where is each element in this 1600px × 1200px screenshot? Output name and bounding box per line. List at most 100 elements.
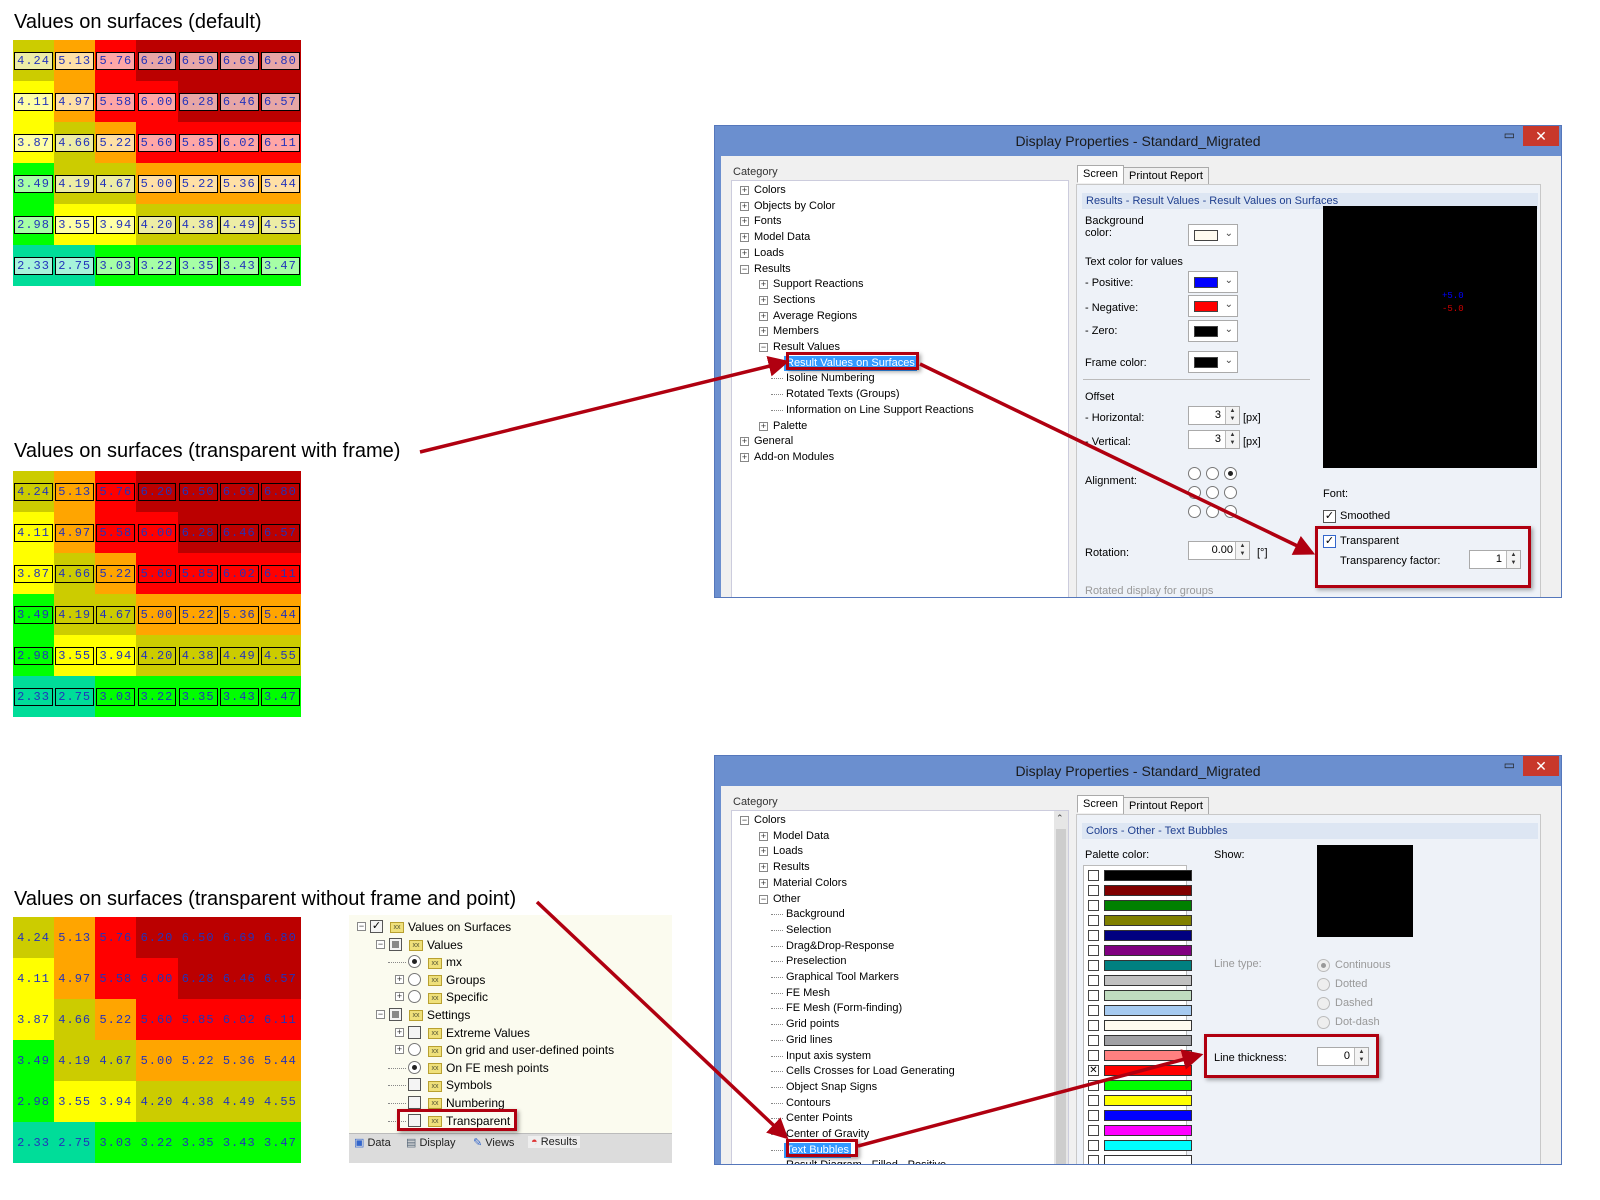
palette-swatch[interactable]	[1104, 870, 1192, 881]
palette-checkbox[interactable]	[1088, 990, 1099, 1001]
expand-toggle-icon[interactable]: −	[740, 815, 749, 825]
palette-checkbox[interactable]	[1088, 900, 1099, 911]
radio-button[interactable]	[408, 1043, 421, 1057]
palette-checkbox[interactable]	[1088, 930, 1099, 941]
tab-display[interactable]: ▤ Display	[406, 1136, 456, 1149]
line-thickness-spinner[interactable]: 0 ▲ ▼	[1317, 1047, 1369, 1066]
palette-checkbox[interactable]	[1088, 1140, 1099, 1151]
line-type-radio[interactable]	[1317, 1016, 1330, 1029]
tree-item[interactable]: Selection	[786, 923, 832, 936]
nav-item[interactable]: xx On grid and user-defined points	[424, 1041, 614, 1059]
palette-checkbox[interactable]	[1088, 1050, 1099, 1061]
nav-item[interactable]: xx Specific	[424, 988, 488, 1006]
tree-item[interactable]: Colors	[754, 814, 786, 826]
palette-checkbox[interactable]	[1088, 1035, 1099, 1046]
palette-swatch[interactable]	[1104, 1005, 1192, 1016]
tab-data[interactable]: ▣ Data	[354, 1136, 391, 1149]
expand-toggle-icon[interactable]: +	[759, 279, 768, 290]
tree-item[interactable]: Cells Crosses for Load Generating	[786, 1065, 955, 1078]
nav-item[interactable]: xx Symbols	[424, 1076, 492, 1094]
expand-toggle-icon[interactable]: −	[376, 1009, 385, 1019]
alignment-radio[interactable]	[1206, 486, 1219, 499]
tree-item[interactable]: Colors	[754, 184, 786, 196]
tree-item[interactable]: Sections	[773, 293, 816, 306]
tab-screen[interactable]: Screen	[1077, 165, 1124, 183]
positive-color-dropdown[interactable]: ⌄	[1188, 271, 1238, 293]
expand-toggle-icon[interactable]: +	[395, 1026, 404, 1037]
tree-item[interactable]: Result Diagram - Filled - Positive	[784, 1158, 948, 1164]
nav-item[interactable]: xx On FE mesh points	[424, 1059, 549, 1077]
nav-item[interactable]: xx Groups	[424, 971, 485, 989]
expand-toggle-icon[interactable]: +	[759, 846, 768, 857]
line-type-radio[interactable]	[1317, 959, 1330, 972]
palette-swatch[interactable]	[1104, 975, 1192, 986]
tree-item[interactable]: Members	[773, 325, 819, 338]
close-button[interactable]: ✕	[1523, 126, 1559, 146]
tree-item[interactable]: Object Snap Signs	[786, 1080, 878, 1093]
expand-toggle-icon[interactable]: +	[395, 991, 404, 1002]
radio-button[interactable]	[408, 972, 421, 986]
palette-swatch[interactable]	[1104, 1155, 1192, 1164]
alignment-radio[interactable]	[1206, 467, 1219, 480]
expand-toggle-icon[interactable]: +	[740, 200, 749, 211]
expand-toggle-icon[interactable]: −	[740, 263, 749, 274]
palette-checkbox[interactable]: ✕	[1088, 1065, 1099, 1076]
tree-item[interactable]: Objects by Color	[754, 199, 836, 212]
tree-item[interactable]: Graphical Tool Markers	[786, 971, 899, 983]
tree-item[interactable]: Preselection	[786, 955, 847, 968]
expand-toggle-icon[interactable]: +	[759, 420, 768, 431]
expand-toggle-icon[interactable]: −	[376, 938, 385, 949]
palette-checkbox[interactable]	[1088, 1125, 1099, 1136]
checkbox[interactable]	[389, 937, 402, 951]
checkbox[interactable]	[408, 1096, 421, 1109]
palette-checkbox[interactable]	[1088, 915, 1099, 926]
smoothed-checkbox[interactable]: ✓	[1323, 510, 1336, 523]
line-type-radio[interactable]	[1317, 978, 1330, 991]
tree-item[interactable]: Text Bubbles	[784, 1142, 851, 1158]
vertical-offset-spinner[interactable]: 3 ▲ ▼	[1188, 430, 1240, 449]
nav-item[interactable]: xx Numbering	[424, 1094, 505, 1112]
expand-toggle-icon[interactable]: +	[740, 185, 749, 195]
tree-item[interactable]: Other	[773, 892, 801, 905]
tree-item[interactable]: Loads	[773, 845, 803, 858]
palette-checkbox[interactable]	[1088, 1095, 1099, 1106]
tree-item[interactable]: Results	[773, 861, 810, 874]
palette-checkbox[interactable]	[1088, 945, 1099, 956]
expand-toggle-icon[interactable]: −	[759, 893, 768, 904]
palette-swatch[interactable]	[1104, 1095, 1192, 1106]
tree-item[interactable]: Loads	[754, 246, 784, 259]
tree-item[interactable]: Material Colors	[773, 876, 847, 889]
tree-item[interactable]: Drag&Drop-Response	[786, 939, 895, 952]
alignment-radio[interactable]	[1224, 486, 1237, 499]
tree-item[interactable]: General	[754, 435, 794, 448]
tree-item[interactable]: FE Mesh	[786, 986, 831, 999]
tree-item[interactable]: Center of Gravity	[786, 1128, 870, 1140]
nav-item[interactable]: xx Values	[405, 936, 463, 954]
palette-swatch[interactable]	[1104, 900, 1192, 911]
tab-results[interactable]: ◓ Results	[528, 1136, 581, 1148]
scrollbar-thumb[interactable]	[1056, 829, 1066, 1164]
palette-checkbox[interactable]	[1088, 1020, 1099, 1031]
palette-checkbox[interactable]	[1088, 975, 1099, 986]
palette-swatch[interactable]	[1104, 1020, 1192, 1031]
expand-toggle-icon[interactable]: +	[395, 1044, 404, 1055]
alignment-radio[interactable]	[1188, 505, 1201, 518]
alignment-radio[interactable]	[1224, 467, 1237, 480]
tree-item[interactable]: Model Data	[773, 829, 830, 842]
restore-button[interactable]: ▭	[1503, 128, 1515, 142]
palette-checkbox[interactable]	[1088, 1110, 1099, 1121]
palette-checkbox[interactable]	[1088, 870, 1099, 881]
checkbox[interactable]	[408, 1113, 421, 1127]
checkbox[interactable]	[389, 1008, 402, 1021]
tree-item[interactable]: Input axis system	[786, 1049, 871, 1062]
tree-item[interactable]: Grid points	[786, 1018, 840, 1031]
palette-swatch[interactable]	[1104, 960, 1192, 971]
tab-screen[interactable]: Screen	[1077, 795, 1124, 813]
tree-item[interactable]: Grid lines	[786, 1033, 833, 1046]
expand-toggle-icon[interactable]: +	[759, 862, 768, 873]
palette-swatch[interactable]	[1104, 945, 1192, 956]
radio-button[interactable]	[408, 990, 421, 1004]
tree-item[interactable]: Add-on Modules	[754, 450, 835, 463]
expand-toggle-icon[interactable]: −	[759, 342, 768, 352]
transparency-factor-spinner[interactable]: 1 ▲ ▼	[1469, 550, 1521, 569]
